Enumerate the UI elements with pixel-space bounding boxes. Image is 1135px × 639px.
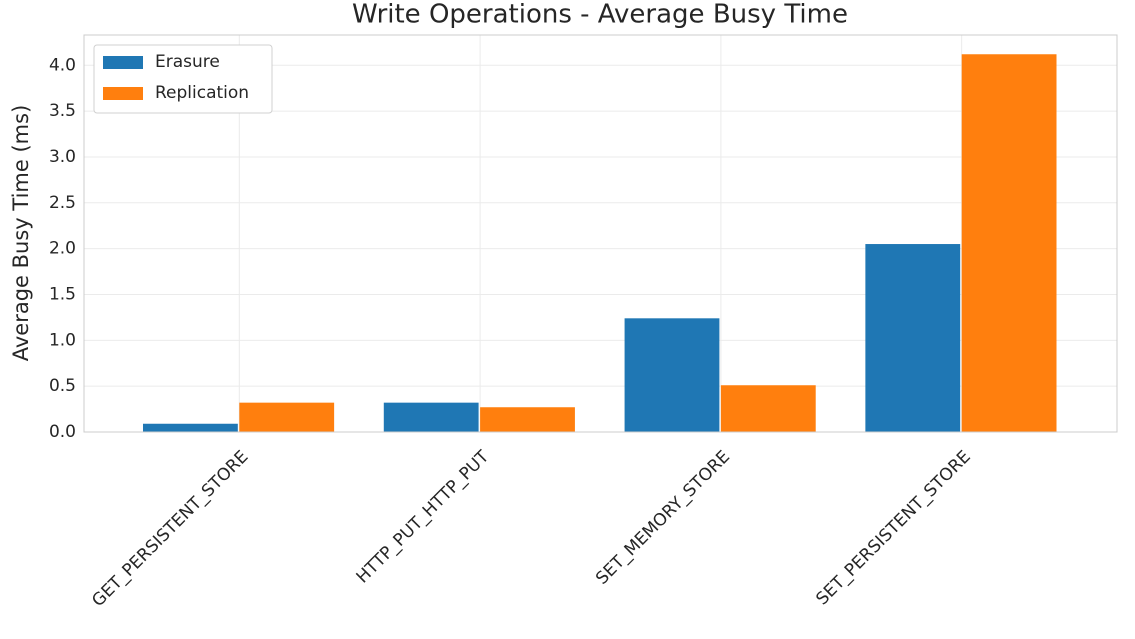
bar (480, 407, 575, 432)
bar (239, 402, 335, 432)
y-tick-label: 0.0 (49, 422, 76, 442)
legend-label: Erasure (155, 52, 220, 72)
legend-label: Replication (155, 83, 249, 103)
x-tick-label: SET_PERSISTENT_STORE (812, 447, 974, 609)
y-tick-label: 3.5 (49, 101, 76, 121)
bar (865, 244, 961, 432)
y-tick-label: 2.5 (49, 193, 76, 213)
plot-border (83, 34, 1118, 433)
x-tick-label: GET_PERSISTENT_STORE (88, 447, 252, 611)
bar (624, 318, 720, 432)
bar (383, 402, 479, 432)
x-tick-label: SET_MEMORY_STORE (592, 447, 734, 589)
bar (961, 54, 1057, 433)
y-tick-label: 1.5 (49, 284, 76, 304)
x-tick-label: HTTP_PUT_HTTP_PUT (353, 446, 494, 587)
y-tick-label: 3.0 (49, 147, 76, 167)
y-tick-label: 4.0 (49, 55, 76, 75)
legend-swatch (103, 87, 143, 100)
y-tick-label: 1.0 (49, 330, 76, 350)
y-tick-label: 0.5 (49, 376, 76, 396)
bar (142, 423, 238, 432)
y-tick-label: 2.0 (49, 239, 76, 259)
bar (720, 385, 816, 432)
legend-swatch (103, 56, 143, 69)
chart-title: Write Operations - Average Busy Time (352, 0, 848, 30)
y-axis-label: Average Busy Time (ms) (9, 105, 33, 362)
